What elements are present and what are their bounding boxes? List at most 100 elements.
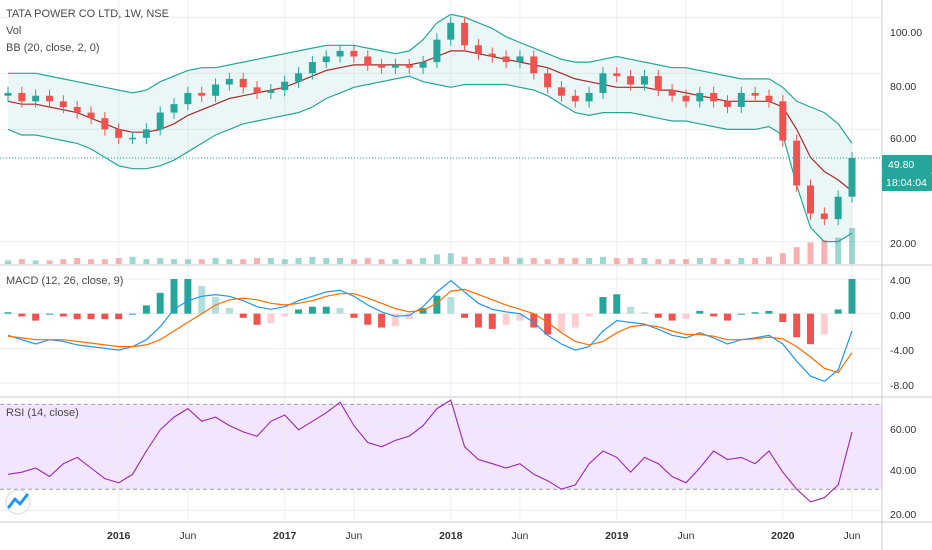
candle-body [585, 92, 593, 102]
time-axis[interactable]: 2016 Jun 2017 Jun 2018 Jun 2019 Jun 2020 Jun [107, 530, 861, 542]
macd-histogram-bar [613, 294, 621, 314]
price-axis-label: 60.00 [890, 133, 916, 145]
vol-legend[interactable]: Vol [6, 25, 21, 37]
volume-bar [641, 258, 648, 264]
volume-bar [392, 259, 399, 264]
macd-histogram-bar [405, 313, 413, 320]
candle-body [779, 101, 787, 141]
macd-pane[interactable] [4, 279, 856, 382]
macd-histogram-bar [834, 309, 842, 314]
candle-body [170, 104, 178, 113]
volume-bar [530, 258, 537, 264]
candle-body [544, 73, 552, 88]
rsi-legend[interactable]: RSI (14, close) [6, 407, 79, 419]
macd-histogram-bar [668, 313, 676, 321]
candle-body [405, 64, 413, 68]
macd-histogram-bar [295, 309, 303, 314]
macd-axis-label: -8.00 [890, 380, 914, 392]
macd-histogram-bar [627, 306, 635, 314]
volume-bar [544, 259, 551, 264]
macd-legend[interactable]: MACD (12, 26, close, 9) [6, 275, 123, 287]
macd-histogram-bar [156, 292, 164, 314]
volume-bar [849, 228, 855, 264]
bb-lower-line [7, 75, 853, 243]
candle-body [710, 92, 718, 102]
macd-axis-label: 0.00 [890, 310, 911, 322]
volume-bar [18, 259, 25, 264]
macd-histogram-bar [433, 295, 441, 314]
volume-bar [323, 258, 330, 264]
candle-body [502, 56, 510, 63]
macd-histogram-bar [32, 313, 40, 321]
macd-histogram-bar [765, 310, 773, 314]
macd-line [7, 279, 853, 382]
rsi-pane[interactable] [0, 399, 882, 503]
volume-bar [821, 240, 828, 264]
macd-histogram-bar [46, 313, 54, 315]
time-axis-label: Jun [345, 530, 362, 542]
macd-histogram-bar [820, 313, 828, 335]
macd-histogram-bar [73, 313, 81, 320]
volume-bar [309, 256, 316, 264]
macd-axis-label: -4.00 [890, 345, 914, 357]
volume-bar [752, 258, 759, 264]
macd-histogram-bar [115, 313, 123, 320]
candle-body [115, 129, 123, 138]
macd-histogram-bar [281, 313, 289, 317]
candle-body [156, 112, 164, 130]
candle-body [212, 84, 220, 96]
volume-bar [364, 258, 371, 264]
time-axis-label: 2018 [439, 530, 463, 542]
last-price-value: 49.80 [888, 159, 914, 171]
chart-title: TATA POWER CO LTD, 1W, NSE [6, 8, 169, 20]
volume-bar [101, 259, 108, 264]
volume-bar [378, 259, 385, 264]
candle-body [267, 90, 275, 93]
candle-body [696, 92, 704, 102]
tradingview-logo-icon[interactable] [5, 489, 31, 515]
macd-histogram-bar [710, 313, 718, 317]
bb-legend[interactable]: BB (20, close, 2, 0) [6, 42, 100, 54]
candle-body [793, 140, 801, 186]
candle-body [820, 213, 828, 220]
candle-body [474, 45, 482, 54]
candle-body [447, 22, 455, 40]
volume-bar [157, 258, 164, 264]
volume-bar [226, 259, 233, 264]
candle-body [239, 78, 247, 88]
macd-histogram-bar [488, 313, 496, 329]
macd-axis-label: 4.00 [890, 275, 911, 287]
macd-histogram-bar [640, 312, 648, 314]
volume-bar [779, 253, 786, 264]
candle-body [654, 76, 662, 91]
price-pane[interactable] [0, 13, 882, 264]
macd-histogram-bar [170, 279, 178, 314]
candle-body [668, 90, 676, 96]
macd-histogram-bar [502, 313, 510, 325]
volume-bar [254, 258, 261, 264]
volume-bar [793, 247, 800, 264]
candle-body [59, 101, 67, 107]
candle-body [322, 56, 330, 63]
candle-body [613, 73, 621, 77]
candle-body [225, 78, 233, 85]
candle-body [32, 95, 40, 102]
bar-timer-value: 18:04:04 [886, 177, 927, 189]
macd-histogram-bar [557, 313, 565, 332]
last-price-tag: 49.80 [882, 155, 932, 173]
macd-histogram-bar [585, 313, 593, 317]
volume-bar [5, 260, 11, 264]
volume-bar [184, 259, 191, 264]
volume-bar [627, 258, 634, 264]
candle-body [391, 64, 399, 68]
candle-body [737, 92, 745, 107]
rsi-axis-label: 40.00 [890, 465, 916, 477]
candle-body [516, 56, 524, 63]
candle-body [198, 92, 206, 96]
macd-histogram-bar [544, 313, 552, 335]
macd-histogram-bar [142, 305, 150, 314]
volume-bar [655, 259, 662, 264]
volume-bar [503, 256, 510, 264]
candle-body [281, 81, 289, 91]
